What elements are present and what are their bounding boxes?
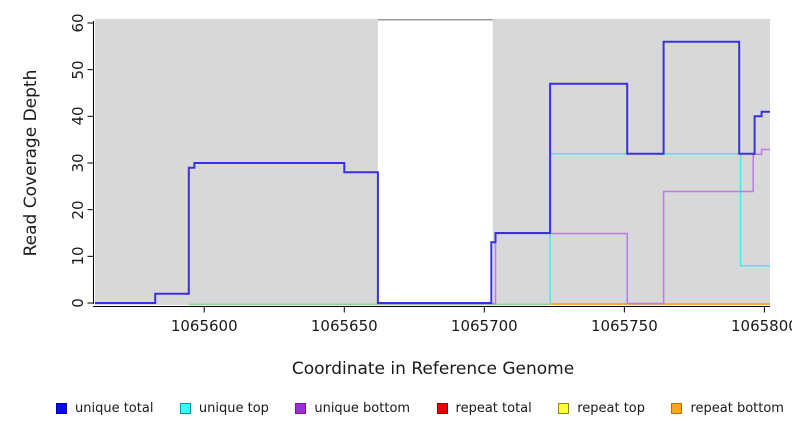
y-tick-label-text: 10	[69, 246, 87, 266]
legend: unique total unique top unique bottom repea…	[56, 399, 784, 417]
y-tick-label-text: 60	[69, 13, 87, 33]
y-tick-label-text: 40	[69, 106, 87, 126]
y-tick-label-text: 50	[69, 60, 87, 80]
legend-item-unique-total: unique total	[56, 402, 153, 415]
legend-label: repeat top	[577, 400, 645, 416]
legend-label: unique bottom	[314, 400, 411, 416]
legend-swatch-icon	[179, 402, 191, 414]
legend-swatch-icon	[558, 402, 570, 414]
legend-item-unique-top: unique top	[179, 400, 269, 416]
x-tick-label-text: 1065650	[310, 317, 378, 335]
legend-item-unique-bottom: unique bottom	[295, 402, 410, 415]
x-tick-label-text: 1065800	[730, 317, 792, 335]
y-tick-label-text: 0	[69, 298, 87, 308]
legend-swatch-icon	[671, 402, 683, 414]
gap-region	[377, 19, 493, 305]
legend-item-repeat-bottom: repeat bottom	[671, 402, 784, 415]
legend-item-repeat-top: repeat top	[558, 402, 645, 415]
legend-label: repeat bottom	[690, 400, 784, 416]
y-tick-label-text: 30	[69, 153, 87, 173]
y-tick-label-text: 20	[69, 200, 87, 220]
series-line-unique-bottom	[377, 148, 770, 305]
legend-label: unique top	[198, 400, 269, 416]
legend-swatch-icon	[436, 402, 448, 414]
legend-label: repeat total	[455, 400, 532, 416]
series-line-unique-total	[95, 40, 770, 304]
legend-swatch-icon	[56, 402, 67, 414]
x-tick-label-text: 1065750	[590, 317, 658, 335]
legend-label: unique total	[75, 400, 154, 416]
x-tick-label-text: 1065600	[170, 317, 238, 335]
x-tick-label-text: 1065700	[450, 317, 518, 335]
legend-swatch-icon	[295, 402, 307, 414]
legend-item-repeat-total: repeat total	[436, 400, 532, 416]
